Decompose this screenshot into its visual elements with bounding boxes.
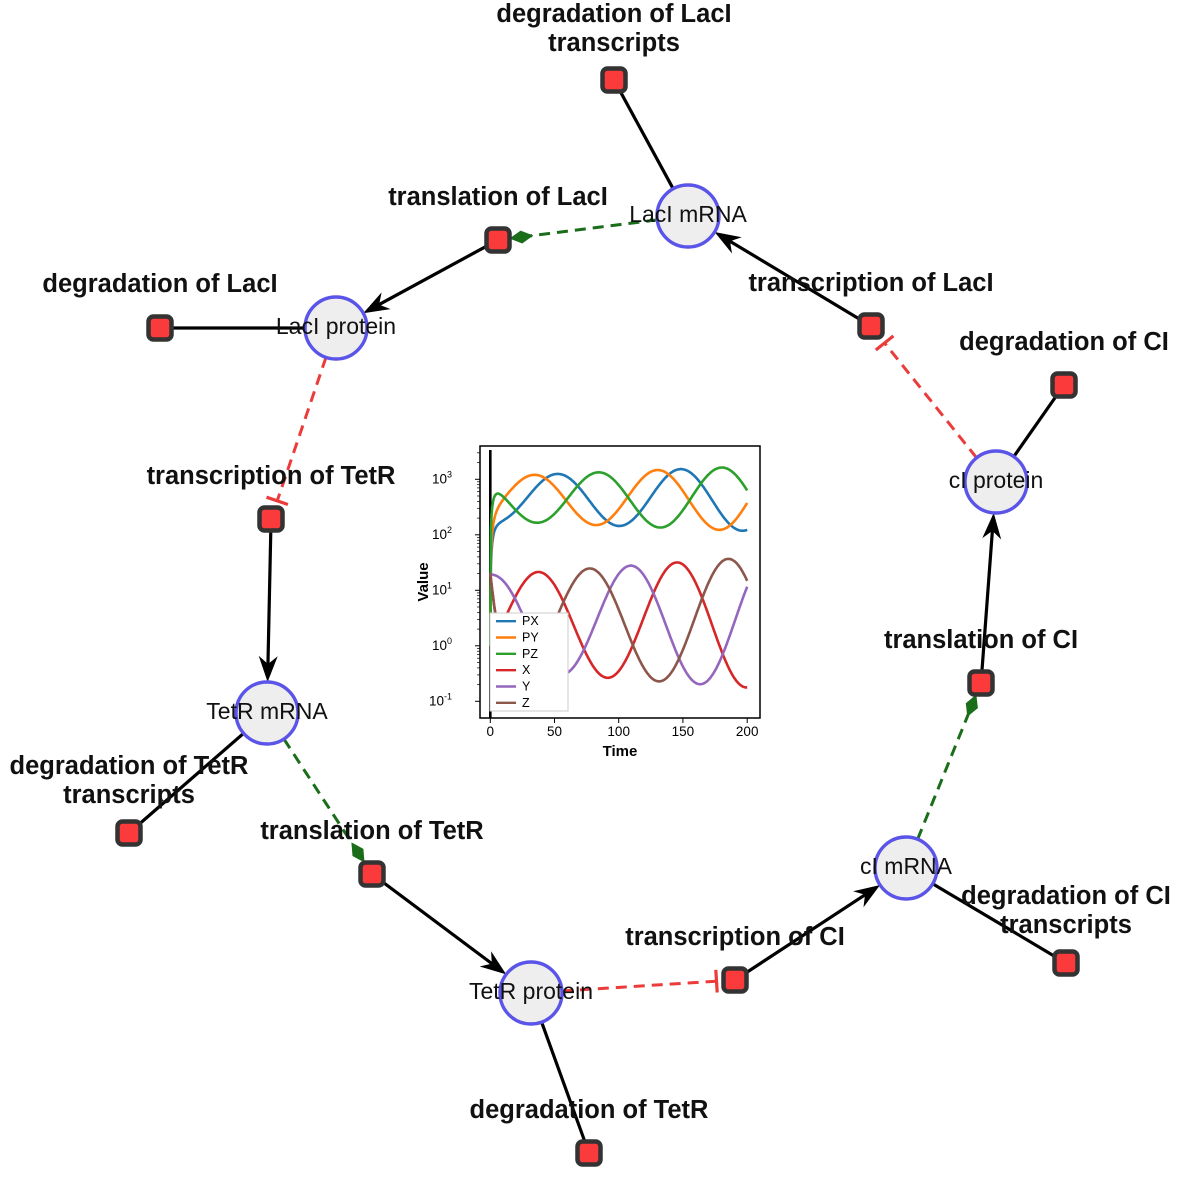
- svg-text:Z: Z: [522, 696, 530, 710]
- svg-text:PY: PY: [522, 631, 539, 645]
- svg-text:50: 50: [547, 724, 562, 739]
- svg-text:100: 100: [432, 636, 452, 653]
- svg-text:103: 103: [432, 469, 452, 486]
- svg-text:200: 200: [736, 724, 759, 739]
- svg-text:0: 0: [487, 724, 495, 739]
- svg-text:101: 101: [432, 580, 452, 597]
- svg-text:PX: PX: [522, 614, 539, 628]
- svg-text:X: X: [522, 663, 531, 677]
- svg-text:PZ: PZ: [522, 647, 538, 661]
- svg-text:Value: Value: [415, 562, 432, 601]
- svg-text:Y: Y: [522, 680, 531, 694]
- svg-text:Time: Time: [603, 743, 638, 760]
- svg-text:100: 100: [607, 724, 630, 739]
- svg-text:10-1: 10-1: [429, 691, 452, 708]
- svg-text:150: 150: [672, 724, 695, 739]
- svg-text:102: 102: [432, 525, 452, 542]
